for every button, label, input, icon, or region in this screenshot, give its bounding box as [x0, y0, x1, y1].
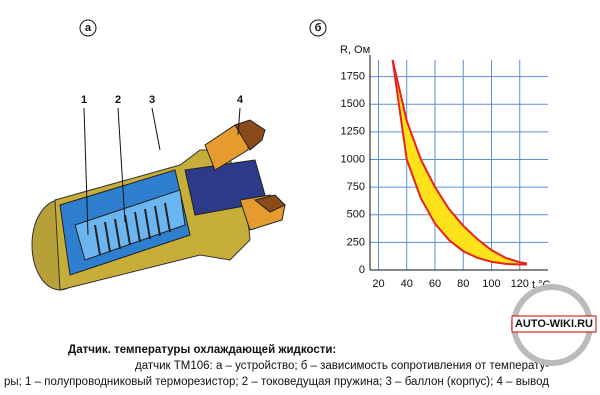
- y-tick-label: 750: [347, 181, 365, 193]
- band-edge: [391, 59, 527, 265]
- leader: [237, 107, 241, 136]
- panel-label: а: [85, 22, 92, 34]
- leader: [117, 107, 126, 223]
- caption-title: Датчик. температуры охлаждающей жидкости…: [68, 344, 336, 356]
- x-tick-label: 100: [482, 278, 500, 290]
- caption-line: датчик ТМ106: а – устройство; б – зависи…: [135, 360, 549, 372]
- chart: 0 250 500 750 1000 1250 1500 1750 20 40 60 80 100 120: [341, 55, 548, 290]
- logo: AUTO-WIKI.RU: [515, 318, 593, 330]
- x-tick-label: 40: [401, 278, 413, 290]
- part-label: 3: [149, 94, 155, 106]
- y-tick-label: 500: [347, 209, 365, 221]
- x-tick-label: 60: [429, 278, 441, 290]
- x-tick-label: 20: [372, 278, 384, 290]
- panel-label: б: [315, 22, 322, 34]
- band-fill: [392, 60, 527, 265]
- y-tick-label: 250: [347, 236, 365, 248]
- y-tick-label: 0: [359, 264, 365, 276]
- y-tick-label: 1250: [341, 126, 365, 138]
- leader: [151, 107, 161, 151]
- y-tick-label: 1750: [341, 70, 365, 82]
- part-label: 4: [237, 94, 244, 106]
- part-label: 1: [81, 94, 87, 106]
- x-tick-label: 120: [511, 278, 529, 290]
- part-label: 2: [115, 94, 121, 106]
- y-tick-label: 1000: [341, 153, 365, 165]
- leader: [83, 107, 89, 236]
- sensor-illustration: [31, 107, 286, 291]
- x-tick-label: 80: [457, 278, 469, 290]
- band-edge: [391, 59, 527, 266]
- logo-box: [511, 315, 597, 333]
- panel-circle: [309, 19, 327, 37]
- y-tick-label: 1500: [341, 98, 365, 110]
- panel-circle: [79, 19, 97, 37]
- caption-line: ры; 1 – полупроводниковый терморезистор;…: [4, 376, 549, 388]
- y-axis-label: R, Ом: [340, 44, 370, 56]
